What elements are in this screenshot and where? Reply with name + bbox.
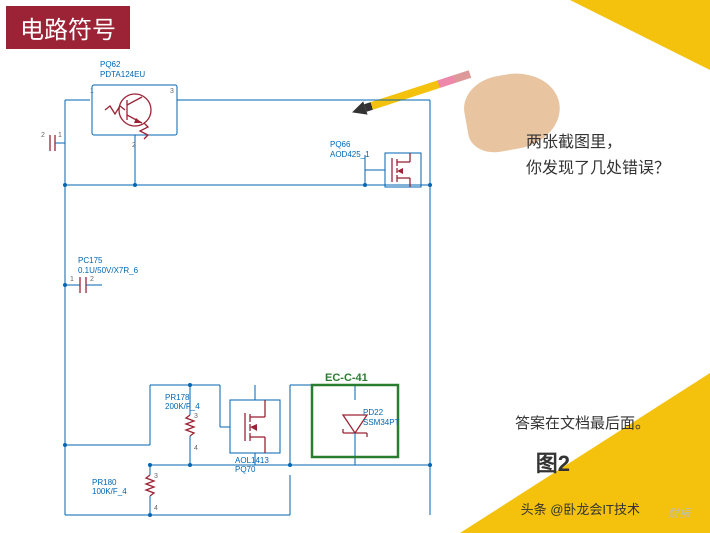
figure-label: 图2 xyxy=(536,446,570,478)
svg-text:3: 3 xyxy=(154,473,158,480)
circuit-schematic: PQ62 PDTA124EU 1 3 2 1 2 PQ66 AOD425_1 xyxy=(30,55,475,520)
watermark: 财振 xyxy=(668,505,690,521)
part-PQ70: PQ70 xyxy=(235,465,256,474)
question-text: 两张截图里， 你发现了几处错误？ xyxy=(526,130,670,181)
svg-text:2: 2 xyxy=(90,276,94,283)
svg-text:4: 4 xyxy=(194,445,198,452)
svg-text:2: 2 xyxy=(41,132,45,139)
svg-text:3: 3 xyxy=(194,413,198,420)
answer-note: 答案在文档最后面。 xyxy=(515,412,650,433)
part-PR180: 100K/F_4 xyxy=(92,487,127,496)
ref-PQ62: PQ62 xyxy=(100,60,121,69)
part-PC175: 0.1U/50V/X7R_6 xyxy=(78,266,139,275)
ref-PR180: PR180 xyxy=(92,478,117,487)
part-PQ62: PDTA124EU xyxy=(100,70,145,79)
ref-PC175: PC175 xyxy=(78,256,103,265)
svg-text:3: 3 xyxy=(170,88,174,95)
part-PQ66: AOD425_1 xyxy=(330,150,370,159)
slide-title: 电路符号 xyxy=(6,6,130,49)
svg-text:1: 1 xyxy=(70,276,74,283)
question-line-2: 你发现了几处错误？ xyxy=(526,156,670,182)
slide: 电路符号 两张截图里， 你发现了几处错误？ 答案在文档最后面。 图2 头条 @卧… xyxy=(0,0,710,533)
credit-text: 头条 @卧龙会IT技术 xyxy=(521,499,640,518)
svg-text:4: 4 xyxy=(154,505,158,512)
ref-PD22: PD22 xyxy=(363,408,384,417)
ref-PR178: PR178 xyxy=(165,393,190,402)
ref-PQ66: PQ66 xyxy=(330,140,351,149)
question-line-1: 两张截图里， xyxy=(526,130,670,156)
ref-AOL1413: AOL1413 xyxy=(235,456,269,465)
part-PD22: SSM34PT xyxy=(363,418,400,427)
svg-text:2: 2 xyxy=(132,142,136,149)
highlight-label: EC-C-41 xyxy=(325,372,368,384)
part-PR178: 200K/F_4 xyxy=(165,402,200,411)
decor-triangle-top xyxy=(570,0,710,70)
svg-text:1: 1 xyxy=(58,132,62,139)
